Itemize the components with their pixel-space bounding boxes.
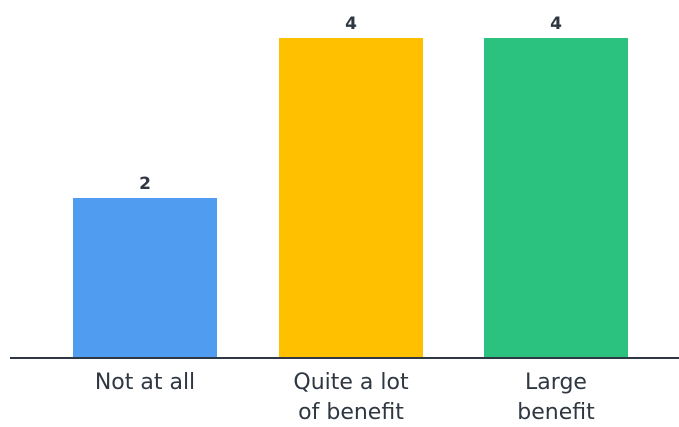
value-labels-layer: 2 4 4 [139,14,562,194]
value-label-3: 4 [550,14,562,34]
value-label-1: 2 [139,174,151,194]
bar-2 [279,38,423,358]
category-label-3-line-2: benefit [517,400,595,423]
bar-3 [484,38,628,358]
bar-1 [73,198,217,358]
category-label-2-line-1: Quite a lot [293,370,409,395]
value-label-2: 4 [345,14,357,34]
category-labels-layer: Not at all Quite a lot of benefit Large bene… [95,370,595,425]
category-label-3-line-1: Large [525,370,587,395]
category-label-1-line-1: Not at all [95,370,195,395]
category-label-2-line-2: of benefit [298,400,404,423]
bars-layer [73,38,628,358]
